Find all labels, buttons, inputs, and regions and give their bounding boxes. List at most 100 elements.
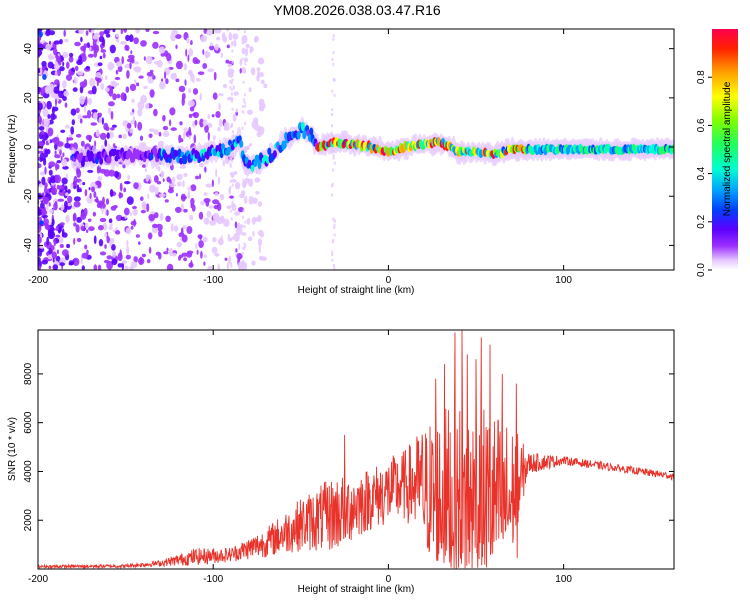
noise-speck bbox=[153, 212, 159, 219]
noise-speck bbox=[65, 214, 70, 223]
noise-speck bbox=[256, 131, 262, 138]
y-tick-label: 40 bbox=[23, 43, 34, 55]
noise-speck bbox=[48, 161, 56, 168]
noise-speck bbox=[152, 41, 159, 49]
noise-speck bbox=[125, 86, 130, 93]
noise-speck bbox=[104, 232, 108, 238]
noise-speck bbox=[54, 174, 62, 184]
noise-speck bbox=[53, 40, 61, 45]
noise-streak bbox=[242, 98, 245, 102]
noise-speck bbox=[66, 61, 70, 69]
noise-speck bbox=[244, 195, 248, 204]
noise-speck bbox=[112, 82, 119, 87]
noise-speck bbox=[125, 34, 130, 42]
noise-speck bbox=[52, 136, 60, 145]
noise-speck bbox=[186, 37, 190, 44]
noise-streak bbox=[332, 168, 335, 172]
noise-speck bbox=[62, 61, 65, 67]
noise-speck bbox=[252, 230, 255, 237]
noise-speck bbox=[97, 62, 103, 67]
noise-speck bbox=[233, 91, 239, 96]
noise-speck bbox=[50, 245, 55, 251]
noise-speck bbox=[171, 252, 177, 257]
noise-speck bbox=[38, 224, 42, 233]
noise-speck bbox=[169, 107, 176, 116]
colorbar-gradient bbox=[712, 29, 738, 270]
noise-speck bbox=[180, 227, 184, 235]
noise-speck bbox=[51, 251, 57, 259]
noise-streak bbox=[244, 121, 247, 125]
noise-speck bbox=[189, 214, 194, 221]
noise-speck bbox=[133, 256, 138, 263]
noise-speck bbox=[103, 169, 111, 177]
noise-speck bbox=[194, 119, 198, 126]
x-tick-label: 0 bbox=[386, 275, 392, 286]
y-tick-label: 6000 bbox=[23, 411, 34, 434]
noise-streak bbox=[332, 153, 335, 157]
noise-speck bbox=[59, 66, 65, 72]
noise-streak bbox=[231, 123, 234, 127]
noise-speck bbox=[73, 222, 77, 227]
noise-speck bbox=[109, 240, 112, 248]
noise-streak bbox=[241, 251, 244, 255]
noise-speck bbox=[212, 237, 217, 243]
noise-speck bbox=[38, 142, 43, 148]
noise-speck bbox=[152, 75, 156, 80]
noise-streak bbox=[331, 124, 333, 128]
noise-speck bbox=[146, 55, 153, 65]
noise-speck bbox=[191, 204, 196, 212]
noise-speck bbox=[248, 87, 252, 93]
noise-speck bbox=[247, 236, 253, 242]
noise-speck bbox=[109, 44, 116, 54]
noise-speck bbox=[121, 56, 124, 65]
noise-speck bbox=[137, 101, 145, 110]
noise-speck bbox=[39, 118, 42, 126]
noise-streak bbox=[243, 70, 246, 73]
noise-speck bbox=[126, 122, 132, 129]
noise-speck bbox=[99, 217, 107, 223]
noise-speck bbox=[41, 60, 47, 67]
noise-speck bbox=[59, 244, 64, 248]
snr-marks bbox=[38, 330, 674, 569]
noise-speck bbox=[120, 92, 126, 101]
noise-speck bbox=[174, 72, 177, 79]
noise-speck bbox=[64, 142, 71, 149]
noise-speck bbox=[126, 58, 134, 62]
noise-speck bbox=[100, 82, 105, 91]
noise-speck bbox=[65, 192, 69, 197]
noise-speck bbox=[94, 32, 100, 37]
noise-speck bbox=[154, 186, 159, 195]
noise-speck bbox=[192, 57, 199, 64]
noise-speck bbox=[204, 166, 207, 173]
noise-speck bbox=[74, 65, 79, 72]
noise-speck bbox=[183, 63, 188, 71]
noise-speck bbox=[105, 198, 110, 205]
noise-speck bbox=[106, 255, 113, 260]
colorbar-tick-label: 0.8 bbox=[696, 70, 707, 84]
noise-speck bbox=[116, 93, 121, 99]
noise-streak bbox=[244, 62, 247, 66]
noise-speck bbox=[49, 208, 54, 214]
noise-speck bbox=[226, 44, 230, 49]
noise-speck bbox=[79, 181, 82, 186]
noise-speck bbox=[129, 111, 134, 116]
noise-speck bbox=[90, 122, 98, 126]
noise-speck bbox=[77, 70, 84, 76]
noise-streak bbox=[230, 264, 233, 268]
noise-speck bbox=[47, 254, 52, 260]
noise-speck bbox=[180, 203, 184, 213]
noise-speck bbox=[43, 157, 47, 166]
noise-speck bbox=[108, 101, 115, 107]
spectrogram-frame bbox=[37, 28, 675, 271]
noise-speck bbox=[85, 30, 89, 36]
noise-speck bbox=[55, 98, 57, 107]
noise-speck bbox=[83, 79, 88, 87]
noise-streak bbox=[242, 267, 244, 270]
noise-speck bbox=[164, 71, 167, 80]
noise-speck bbox=[214, 192, 219, 197]
noise-streak bbox=[243, 242, 246, 246]
noise-speck bbox=[110, 127, 115, 131]
x-tick-label: -200 bbox=[28, 275, 48, 286]
noise-speck bbox=[182, 225, 187, 230]
noise-speck bbox=[215, 29, 222, 34]
